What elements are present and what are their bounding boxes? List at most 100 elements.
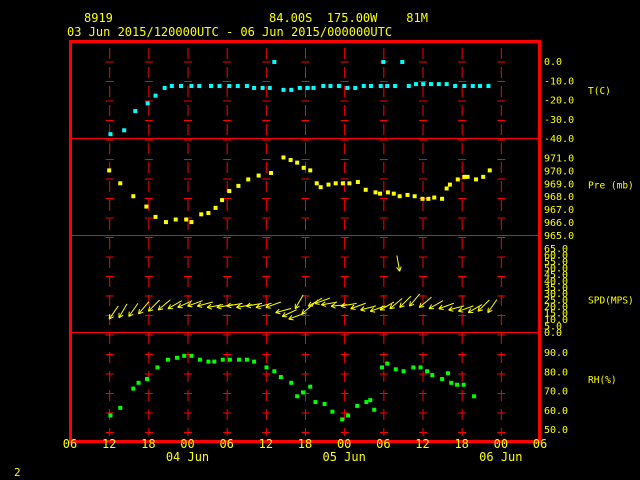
temperature-point (385, 84, 390, 89)
wind-barb (360, 305, 377, 312)
wind-barb-head (226, 305, 232, 309)
wind-barb-head (389, 307, 395, 310)
pressure-point (474, 177, 479, 182)
wind-barb (438, 302, 455, 310)
wind-barb-head (216, 306, 222, 310)
wind-barb-head (399, 266, 402, 272)
x-tick-label: 00 (494, 437, 508, 451)
humidity-point (368, 398, 373, 403)
temperature-point (453, 84, 458, 89)
pressure-point (301, 165, 306, 170)
wind-barb (281, 309, 297, 318)
pressure-point (432, 195, 437, 200)
temperature-y-tick-label: -20.0 (544, 96, 574, 107)
wind-barb-head (246, 305, 252, 309)
humidity-point (165, 357, 170, 362)
humidity-point (364, 400, 369, 405)
humidity-y-tick-label: 70.0 (544, 387, 568, 398)
wind-barb-head (147, 306, 151, 312)
wind-barb (157, 299, 171, 311)
wind-barb-shaft (294, 294, 304, 309)
wind-y-tick-label: 15.0 (544, 309, 568, 320)
wind-barb-head (255, 303, 261, 308)
wind-barb-shaft (265, 301, 282, 308)
wind-barb-head (206, 306, 212, 310)
wind-barb-shaft (308, 297, 323, 307)
humidity-point (227, 357, 232, 362)
wind-barb-shaft (108, 305, 119, 320)
humidity-point (449, 380, 454, 385)
temperature-point (311, 85, 316, 90)
pressure-panel-label: Pre (mb) (588, 181, 634, 192)
wind-barb-head (187, 302, 192, 307)
wind-barb (196, 301, 213, 308)
humidity-point (264, 365, 269, 370)
wind-barb-head (108, 316, 114, 320)
temperature-point (400, 59, 405, 64)
pressure-point (256, 173, 261, 178)
wind-barb-head (314, 299, 319, 304)
humidity-point (252, 359, 257, 364)
pressure-point (295, 160, 300, 165)
humidity-point (346, 413, 351, 418)
wind-barb-head (428, 304, 433, 309)
wind-barb-shaft (458, 305, 474, 312)
temperature-point (470, 84, 475, 89)
x-tick-label: 12 (102, 437, 116, 451)
wind-barb (147, 299, 161, 312)
wind-barb (340, 302, 357, 309)
temperature-point (235, 84, 240, 89)
wind-barb-head (419, 305, 425, 308)
wind-barb-head (389, 303, 393, 309)
wind-barb-head (157, 305, 161, 311)
wind-barb-shaft (314, 297, 330, 305)
wind-y-tick-label: 25.0 (544, 296, 568, 307)
humidity-point (472, 394, 477, 399)
temperature-point (133, 109, 138, 114)
pressure-point (447, 182, 452, 187)
wind-barb-shaft (370, 305, 386, 312)
wind-barb-head (187, 305, 193, 308)
wind-barb-shaft (428, 300, 444, 310)
wind-barb-head (108, 314, 111, 320)
wind-barb-head (301, 312, 307, 315)
humidity-point (237, 357, 242, 362)
x-tick-label: 18 (298, 437, 312, 451)
wind-barb-head (314, 303, 320, 305)
temperature-point (189, 84, 194, 89)
temperature-y-tick-label: 0.0 (544, 57, 562, 68)
wind-y-tick-label: 0.0 (544, 328, 562, 339)
pressure-y-tick-label: 965.0 (544, 231, 574, 242)
temperature-point (486, 84, 491, 89)
wind-barb-shaft (128, 303, 139, 317)
pressure-point (318, 185, 323, 190)
wind-barb (396, 255, 402, 272)
wind-panel-label: SPD(MPS) (588, 296, 634, 307)
humidity-panel-label: RH(%) (588, 375, 617, 386)
wind-barb-head (255, 306, 262, 310)
wind-barb-head (360, 306, 365, 311)
wind-barb-head (396, 267, 401, 272)
wind-barb-head (128, 313, 134, 317)
humidity-point (175, 355, 180, 360)
grid-layer (70, 48, 540, 436)
humidity-point (430, 373, 435, 378)
temperature-point (260, 85, 265, 90)
wind-barb-head (294, 305, 300, 310)
wind-barb-head (281, 312, 286, 317)
wind-barb-head (458, 307, 463, 312)
pressure-point (326, 182, 331, 187)
pressure-point (189, 220, 194, 225)
page-number: 2 (14, 466, 21, 479)
temperature-point (281, 87, 286, 92)
wind-barb-head (399, 305, 405, 308)
wind-barb-shaft (409, 293, 421, 307)
wind-y-tick-label: 40.0 (544, 276, 568, 287)
wind-barb (294, 294, 304, 310)
pressure-y-tick-label: 969.0 (544, 179, 574, 190)
wind-barb-head (128, 311, 130, 317)
wind-barb (138, 301, 150, 315)
temperature-point (169, 84, 174, 89)
temperature-point (353, 85, 358, 90)
wind-barb-shaft (177, 300, 193, 308)
